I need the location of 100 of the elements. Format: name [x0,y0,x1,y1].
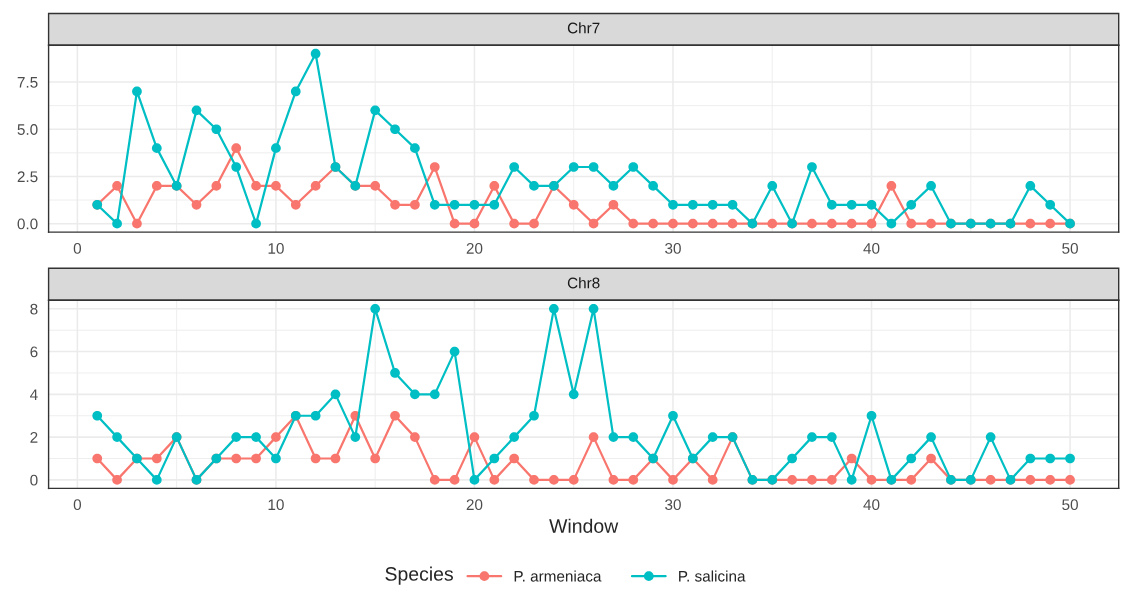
point [906,199,917,210]
y-tick-label: 0.0 [17,218,38,230]
point [469,432,480,442]
point [370,453,381,464]
point [529,410,539,421]
chart-title: Chr8 [567,277,600,289]
legend-label: P. armeniaca [514,570,602,582]
point [628,162,639,172]
point [449,199,460,210]
y-tick-label: 2 [30,431,38,443]
point [390,410,400,421]
legend-label: P. salicina [679,570,746,582]
point [251,181,261,191]
point [529,475,539,485]
point [429,389,440,400]
point [687,218,698,229]
point [370,303,381,314]
point [926,181,936,191]
point [469,475,480,485]
x-tick-label: 20 [466,499,483,511]
point [807,475,817,485]
point [588,162,599,172]
point [568,389,579,400]
point [310,181,321,191]
point [767,218,778,229]
point [410,389,420,400]
x-tick-label: 0 [73,499,82,511]
point [310,453,321,464]
point [92,453,103,464]
point [1045,453,1056,464]
point [826,218,837,229]
point [608,475,619,485]
point [926,453,936,464]
point [251,218,261,229]
point [588,303,599,314]
x-tick-label: 50 [1062,499,1078,511]
point [469,199,480,210]
point [787,475,797,485]
point [668,199,678,210]
x-tick-label: 10 [268,242,284,254]
point [449,475,460,485]
point [151,453,162,464]
point [767,181,778,191]
point [1045,218,1056,229]
point [92,410,103,421]
point [310,410,321,421]
point [132,86,142,97]
point [429,162,440,172]
point [112,181,122,191]
point [151,181,162,191]
point [787,453,797,464]
point [588,432,599,442]
point [211,181,222,191]
point [429,475,440,485]
point [469,218,480,229]
point [390,199,400,210]
point [568,162,579,172]
x-tick-label: 10 [268,499,284,511]
point [509,432,520,442]
point [608,199,619,210]
chart-title: Chr7 [567,22,600,34]
y-tick-label: 8 [30,303,38,315]
point [668,410,678,421]
point [628,475,639,485]
point [1045,475,1056,485]
point [707,475,718,485]
point [866,199,877,210]
point [807,432,817,442]
point [191,199,202,210]
point [846,475,857,485]
point [866,475,877,485]
point [707,199,718,210]
point [231,432,242,442]
legend-title: Species [385,566,453,585]
point [529,181,539,191]
point [846,199,857,210]
point [370,181,381,191]
point [1025,453,1036,464]
y-tick-label: 5.0 [17,124,38,135]
point [906,453,917,464]
x-tick-label: 40 [863,499,880,511]
point [489,453,500,464]
point [926,432,936,442]
y-tick-label: 4 [30,389,38,400]
point [290,86,301,97]
point [290,199,301,210]
point [410,199,420,210]
point [191,105,202,116]
point [866,410,877,421]
point [668,218,678,229]
x-axis-title: Window [549,518,619,533]
point [807,218,817,229]
point [549,303,559,314]
point [509,162,520,172]
point [429,199,440,210]
point [826,475,837,485]
point [449,218,460,229]
point [807,162,817,172]
point [112,218,122,229]
point [1025,181,1036,191]
